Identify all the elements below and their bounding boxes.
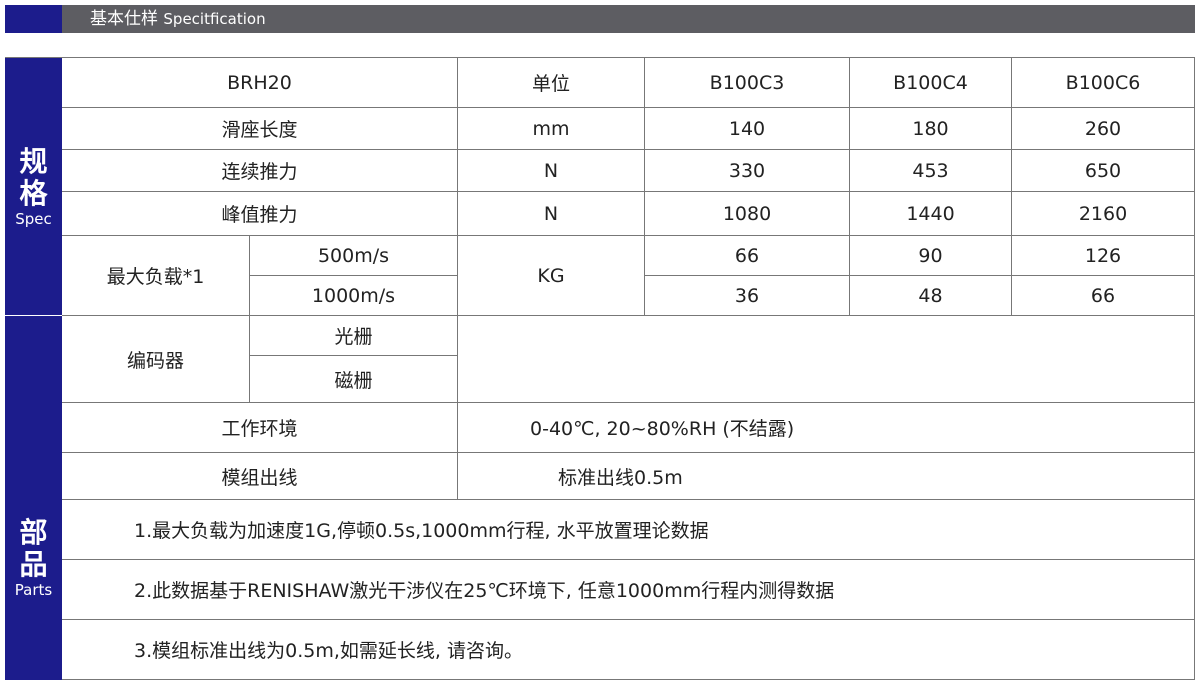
row-unit-text: N [543,159,559,182]
max-load-value: 66 [645,236,850,276]
column-header: B100C4 [850,58,1012,108]
parts-section-label: 部 品 Parts [5,316,62,680]
row-value-text: 140 [728,117,766,140]
column-header-text: B100C4 [893,71,968,94]
cable-value-text: 标准出线0.5m [558,466,683,489]
unit-header: 单位 [458,58,645,108]
encoder-option: 磁栅 [250,356,458,403]
row-unit-text: mm [532,117,570,140]
section-header: 基本仕样 Specitfication [62,5,1195,33]
table-top-border [5,57,1195,58]
footnote-text: 3.模组标准出线为0.5m,如需延长线, 请咨询。 [134,640,523,662]
row-label-text: 滑座长度 [221,119,298,141]
environment-label: 工作环境 [62,403,458,453]
row-value: 330 [645,150,850,192]
column-header-text: B100C6 [1065,71,1141,94]
max-load-value: 48 [850,276,1012,316]
encoder-option-text: 光栅 [334,326,373,348]
row-label: 峰值推力 [62,192,458,236]
footnote: 2.此数据基于RENISHAW激光干涉仪在25℃环境下, 任意1000mm行程内… [62,560,1195,620]
spec-label-1: 规 [19,144,48,178]
max-load-value-text: 36 [734,284,760,307]
max-load-value: 90 [850,236,1012,276]
row-value-text: 260 [1084,117,1122,140]
footnote: 1.最大负载为加速度1G,停顿0.5s,1000mm行程, 水平放置理论数据 [62,500,1195,560]
max-load-sub-label-text: 1000m/s [311,284,396,307]
row-value-text: 180 [912,117,949,140]
header-accent [5,5,62,33]
parts-label-2: 品 [19,548,48,581]
encoder-label: 编码器 [62,316,250,403]
environment-value-text: 0-40℃, 20~80%RH (不结露) [530,418,795,440]
max-load-value-text: 126 [1084,244,1122,267]
spec-label-2: 格 [19,176,48,210]
cable-label: 模组出线 [62,453,458,500]
row-unit: mm [458,108,645,150]
max-load-value-text: 66 [1090,284,1116,307]
row-value: 453 [850,150,1012,192]
row-value: 1440 [850,192,1012,236]
spec-label-en: Spec [15,209,52,228]
encoder-option-text: 磁栅 [334,369,373,392]
encoder-value-empty [458,316,1195,403]
max-load-value-text: 66 [734,244,760,267]
model-header-text: BRH20 [227,71,292,94]
parts-label-en: Parts [14,581,53,599]
spec-section-label: 规 格 Spec [5,58,62,316]
header-title-zh: 基本仕样 [90,9,158,29]
column-header: B100C6 [1012,58,1195,108]
max-load-unit-text: KG [537,264,565,287]
row-value: 140 [645,108,850,150]
max-load-sub-label: 500m/s [250,236,458,276]
unit-header-text: 单位 [531,73,570,95]
encoder-label-text: 编码器 [126,349,184,372]
max-load-sub-label-text: 500m/s [317,244,390,267]
row-value: 260 [1012,108,1195,150]
row-value-text: 330 [728,159,766,182]
row-value-text: 453 [912,159,949,182]
max-load-label: 最大负载*1 [62,236,250,316]
encoder-option: 光栅 [250,316,458,356]
row-value-text: 2160 [1078,202,1128,225]
max-load-sub-label: 1000m/s [250,276,458,316]
max-load-unit: KG [458,236,645,316]
max-load-value: 36 [645,276,850,316]
row-value-text: 1440 [906,202,955,225]
column-header: B100C3 [645,58,850,108]
environment-value: 0-40℃, 20~80%RH (不结露) [458,403,1195,453]
max-load-value-text: 90 [918,244,943,267]
environment-label-text: 工作环境 [221,418,298,440]
row-unit: N [458,150,645,192]
model-header: BRH20 [62,58,458,108]
header-title-en: Specitfication [163,10,266,28]
row-label-text: 连续推力 [221,161,298,183]
max-load-value: 66 [1012,276,1195,316]
row-value: 2160 [1012,192,1195,236]
max-load-value-text: 48 [918,284,943,307]
row-value-text: 1080 [722,202,772,225]
row-unit-text: N [543,202,559,225]
footnote: 3.模组标准出线为0.5m,如需延长线, 请咨询。 [62,620,1195,680]
row-label: 滑座长度 [62,108,458,150]
column-header-text: B100C3 [709,71,785,94]
row-value: 1080 [645,192,850,236]
row-value: 650 [1012,150,1195,192]
row-label-text: 峰值推力 [221,204,298,226]
max-load-label-text: 最大负载*1 [106,266,205,288]
footnote-text: 1.最大负载为加速度1G,停顿0.5s,1000mm行程, 水平放置理论数据 [134,520,709,542]
parts-label-1: 部 [19,516,48,549]
row-value: 180 [850,108,1012,150]
max-load-value: 126 [1012,236,1195,276]
footnote-text: 2.此数据基于RENISHAW激光干涉仪在25℃环境下, 任意1000mm行程内… [134,580,835,602]
row-value-text: 650 [1084,159,1122,182]
cable-label-text: 模组出线 [221,466,298,489]
row-label: 连续推力 [62,150,458,192]
row-unit: N [458,192,645,236]
cable-value: 标准出线0.5m [458,453,1195,500]
